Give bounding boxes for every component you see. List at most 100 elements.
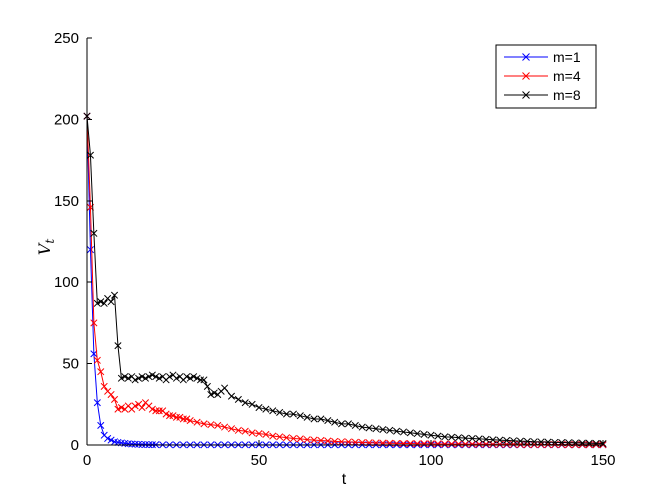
data-point-stroke xyxy=(454,440,463,448)
data-point xyxy=(114,405,122,413)
data-point-stroke xyxy=(135,440,143,448)
data-point-stroke xyxy=(221,384,229,392)
data-point xyxy=(93,356,101,364)
data-point xyxy=(110,291,119,299)
data-point-stroke xyxy=(97,368,105,376)
data-point-stroke xyxy=(183,373,191,381)
data-point-stroke xyxy=(104,434,112,443)
data-point xyxy=(406,429,414,437)
data-point-stroke xyxy=(434,432,442,440)
data-point xyxy=(413,430,421,438)
data-point xyxy=(516,437,524,445)
data-point-stroke xyxy=(441,433,449,441)
data-point-stroke xyxy=(399,439,408,448)
data-point-stroke xyxy=(351,421,359,430)
data-point-stroke xyxy=(331,437,339,445)
data-point-stroke xyxy=(193,418,201,426)
x-ticks: 0 50 100 150 xyxy=(83,440,616,469)
data-point-stroke xyxy=(152,373,160,381)
data-point-stroke xyxy=(262,405,270,413)
data-point-stroke xyxy=(93,299,101,307)
data-point-stroke xyxy=(441,440,449,448)
series-1 xyxy=(83,112,607,449)
data-point-stroke xyxy=(159,407,167,415)
data-point-stroke xyxy=(338,420,346,428)
data-point-stroke xyxy=(234,426,242,434)
data-point-stroke xyxy=(393,427,401,435)
data-point xyxy=(207,390,215,399)
data-point xyxy=(166,373,174,381)
data-point xyxy=(289,434,297,443)
legend-item: m=4 xyxy=(504,68,581,84)
data-point xyxy=(475,440,483,448)
data-point-stroke xyxy=(162,410,170,418)
data-point xyxy=(138,373,146,381)
series-line xyxy=(86,116,603,446)
y-axis-label-subscript: t xyxy=(43,239,57,244)
data-point xyxy=(207,421,215,429)
series-3 xyxy=(83,112,607,448)
data-point-stroke xyxy=(510,437,518,445)
y-tick-label: 0 xyxy=(71,437,79,454)
data-point-stroke xyxy=(107,390,115,399)
data-point-stroke xyxy=(420,440,428,448)
data-point-stroke xyxy=(303,436,311,444)
data-point xyxy=(97,368,105,376)
data-point xyxy=(148,371,156,379)
y-tick-label: 50 xyxy=(62,356,79,373)
data-point-stroke xyxy=(145,402,153,410)
data-point-stroke xyxy=(496,436,504,444)
data-point-stroke xyxy=(448,433,456,441)
data-point-stroke xyxy=(324,417,332,425)
data-point xyxy=(372,425,380,433)
data-point xyxy=(393,427,401,435)
data-point xyxy=(104,434,112,443)
data-point xyxy=(344,438,352,446)
data-point-stroke xyxy=(420,430,428,438)
data-point xyxy=(166,412,174,420)
data-point xyxy=(255,430,263,438)
data-point xyxy=(90,319,98,327)
data-point-stroke xyxy=(289,434,297,443)
data-point xyxy=(510,437,518,445)
data-point xyxy=(248,429,256,437)
data-point-stroke xyxy=(379,425,387,434)
data-point xyxy=(234,426,242,434)
data-point-stroke xyxy=(145,373,153,381)
data-point-stroke xyxy=(544,438,552,446)
data-point xyxy=(310,436,318,444)
data-point xyxy=(179,415,187,423)
data-point-stroke xyxy=(190,373,198,381)
data-point-stroke xyxy=(155,407,163,415)
data-point-stroke xyxy=(317,415,325,423)
data-point xyxy=(331,418,339,426)
data-point xyxy=(131,402,139,410)
data-point xyxy=(214,421,222,430)
data-point-stroke xyxy=(128,440,136,448)
data-point xyxy=(310,415,318,423)
data-point xyxy=(420,430,428,438)
axes xyxy=(86,38,603,446)
data-point xyxy=(241,399,249,407)
data-point-stroke xyxy=(124,402,132,410)
legend-marker xyxy=(522,91,530,99)
data-point-stroke xyxy=(393,439,401,447)
data-point-stroke xyxy=(427,431,435,439)
data-point xyxy=(454,434,463,442)
data-point-stroke xyxy=(468,440,476,448)
data-point xyxy=(124,374,132,382)
data-point xyxy=(461,440,469,448)
data-point-stroke xyxy=(104,387,112,395)
data-point xyxy=(386,426,394,434)
data-point xyxy=(176,413,184,421)
data-point xyxy=(234,395,242,403)
x-axis-label: t xyxy=(342,471,347,488)
data-point xyxy=(262,430,270,438)
data-point xyxy=(468,440,476,448)
y-tick-label: 200 xyxy=(54,111,79,128)
data-point xyxy=(100,299,108,307)
data-point xyxy=(303,413,311,421)
data-point xyxy=(186,417,194,425)
